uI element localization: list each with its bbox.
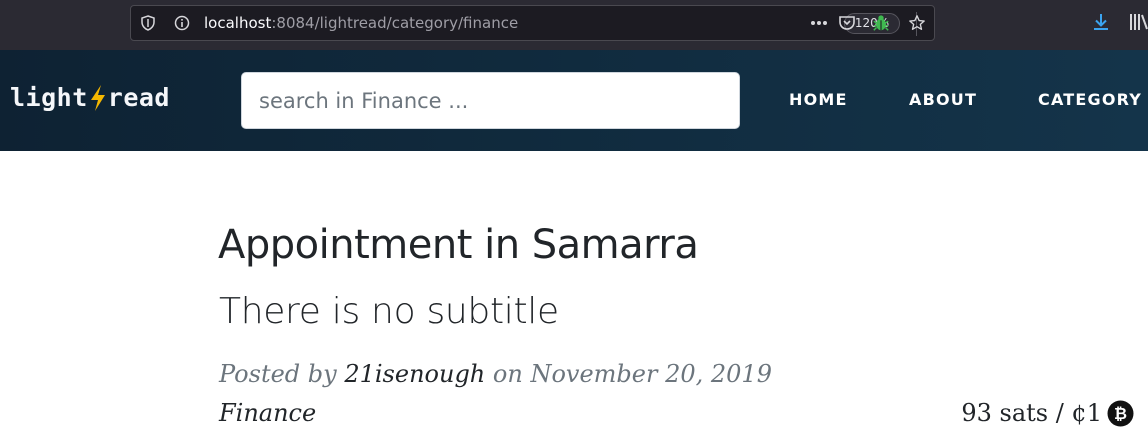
nav-category[interactable]: CATEGORY xyxy=(1038,90,1143,109)
info-icon[interactable] xyxy=(173,14,191,32)
star-icon[interactable] xyxy=(908,14,926,32)
address-bar[interactable]: localhost:8084/lightread/category/financ… xyxy=(130,5,935,41)
url-text[interactable]: localhost:8084/lightread/category/financ… xyxy=(204,14,518,32)
on-label: on xyxy=(492,360,523,388)
divider xyxy=(916,12,917,36)
post-price: 93 sats / ¢1 ₿ xyxy=(961,399,1134,427)
post-title[interactable]: Appointment in Samarra xyxy=(218,222,699,268)
site-logo[interactable]: light read xyxy=(10,83,170,112)
url-host: localhost xyxy=(204,14,272,32)
author-link[interactable]: 21isenough xyxy=(344,360,486,388)
pocket-icon[interactable] xyxy=(838,14,856,32)
posted-by-label: Posted by xyxy=(219,360,337,388)
shield-icon[interactable] xyxy=(139,14,157,32)
nav-about[interactable]: ABOUT xyxy=(909,90,978,109)
category-link[interactable]: Finance xyxy=(219,399,317,427)
site-navbar: light read HOME ABOUT CATEGORY xyxy=(0,50,1148,151)
download-icon[interactable] xyxy=(1090,11,1112,33)
search-input[interactable] xyxy=(241,72,740,129)
brand-text-left: light xyxy=(10,83,88,112)
more-icon[interactable] xyxy=(810,14,828,32)
library-icon[interactable] xyxy=(1128,11,1148,33)
post-subtitle: There is no subtitle xyxy=(219,291,559,332)
nav-home[interactable]: HOME xyxy=(789,90,848,109)
price-text: 93 sats / ¢1 xyxy=(961,399,1102,427)
lightning-bolt-icon xyxy=(89,84,107,112)
bug-icon[interactable] xyxy=(872,14,890,32)
svg-text:₿: ₿ xyxy=(1114,404,1127,423)
browser-toolbar: localhost:8084/lightread/category/financ… xyxy=(0,0,1148,50)
bitcoin-icon: ₿ xyxy=(1107,400,1134,427)
brand-text-right: read xyxy=(107,83,170,112)
post-date: November 20, 2019 xyxy=(530,360,772,388)
post-meta: Posted by 21isenough on November 20, 201… xyxy=(219,360,772,388)
url-path: :8084/lightread/category/finance xyxy=(271,14,519,32)
